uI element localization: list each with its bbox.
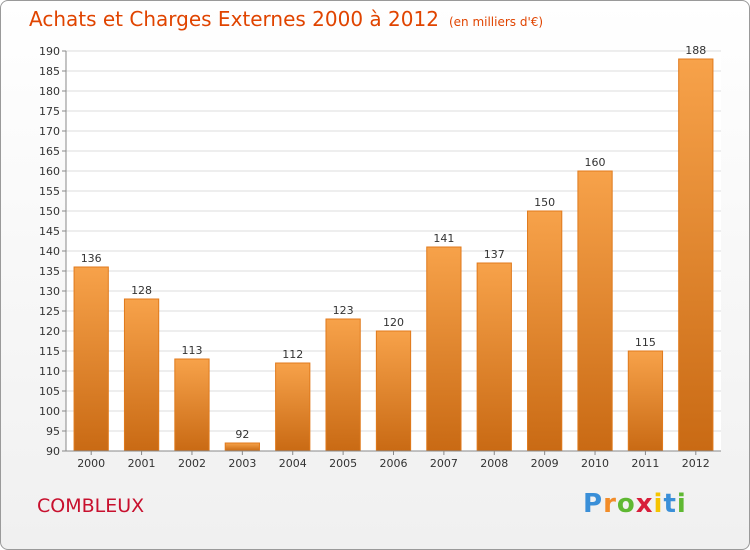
logo-letter: i bbox=[653, 489, 664, 519]
bar-value-label: 120 bbox=[383, 316, 404, 329]
y-axis: 90 95 100 105 110 115 120 125 130 135 140 145 150 155… bbox=[39, 45, 67, 458]
bars: 136 128 113 92 112 123 120 141 137 150 160 115 188 bbox=[73, 44, 714, 452]
x-tick-label: 2001 bbox=[128, 457, 156, 470]
bar bbox=[426, 246, 462, 452]
x-tick-label: 2000 bbox=[77, 457, 105, 470]
bar bbox=[476, 262, 512, 452]
location-label: COMBLEUX bbox=[37, 495, 145, 517]
y-tick-label: 160 bbox=[39, 165, 60, 178]
bar bbox=[527, 210, 563, 452]
x-tick-label: 2007 bbox=[430, 457, 458, 470]
bar-value-label: 136 bbox=[81, 252, 102, 265]
bar bbox=[325, 318, 361, 452]
y-tick-label: 90 bbox=[46, 445, 60, 458]
logo-letter: o bbox=[616, 489, 636, 519]
chart-title: Achats et Charges Externes 2000 à 2012 (e… bbox=[29, 7, 543, 31]
bar-value-label: 123 bbox=[333, 304, 354, 317]
y-tick-label: 110 bbox=[39, 365, 60, 378]
logo-letter: P bbox=[583, 489, 604, 519]
y-tick-label: 115 bbox=[39, 345, 60, 358]
logo-letter: i bbox=[676, 489, 687, 519]
x-tick-label: 2009 bbox=[531, 457, 559, 470]
y-tick-label: 175 bbox=[39, 105, 60, 118]
chart-subtitle: (en milliers d'€) bbox=[448, 15, 544, 29]
y-tick-label: 150 bbox=[39, 205, 60, 218]
y-tick-label: 100 bbox=[39, 405, 60, 418]
bar bbox=[275, 362, 311, 452]
y-tick-label: 180 bbox=[39, 85, 60, 98]
x-tick-label: 2002 bbox=[178, 457, 206, 470]
bar-value-label: 150 bbox=[534, 196, 555, 209]
bar bbox=[678, 58, 714, 452]
y-tick-label: 130 bbox=[39, 285, 60, 298]
proxiti-logo: Proxiti bbox=[583, 489, 687, 519]
y-tick-label: 125 bbox=[39, 305, 60, 318]
bar-value-label: 137 bbox=[484, 248, 505, 261]
x-tick-label: 2006 bbox=[380, 457, 408, 470]
y-tick-label: 190 bbox=[39, 45, 60, 58]
logo-letter: t bbox=[663, 489, 677, 519]
y-tick-label: 140 bbox=[39, 245, 60, 258]
x-tick-label: 2012 bbox=[682, 457, 710, 470]
bar bbox=[174, 358, 210, 452]
bar-value-label: 115 bbox=[635, 336, 656, 349]
bar bbox=[123, 298, 160, 452]
y-tick-label: 135 bbox=[39, 265, 60, 278]
bar bbox=[375, 330, 412, 452]
y-tick-label: 165 bbox=[39, 145, 60, 158]
y-tick-label: 95 bbox=[46, 425, 60, 438]
x-axis: 2000 2001 2002 2003 2004 2005 2006 2007 2008 2009… bbox=[66, 450, 721, 470]
title-text: Achats et Charges Externes 2000 à 2012 bbox=[29, 7, 439, 31]
bar-value-label: 188 bbox=[685, 44, 706, 57]
x-tick-label: 2004 bbox=[279, 457, 307, 470]
x-tick-label: 2011 bbox=[631, 457, 659, 470]
logo-letter: r bbox=[603, 489, 617, 519]
bar bbox=[627, 350, 664, 452]
bar bbox=[577, 170, 613, 452]
bar-value-label: 92 bbox=[235, 428, 249, 441]
bar-value-label: 141 bbox=[433, 232, 454, 245]
y-tick-label: 155 bbox=[39, 185, 60, 198]
x-tick-label: 2003 bbox=[228, 457, 256, 470]
y-tick-label: 120 bbox=[39, 325, 60, 338]
y-tick-label: 185 bbox=[39, 65, 60, 78]
bar-value-label: 160 bbox=[585, 156, 606, 169]
bar-value-label: 113 bbox=[181, 344, 202, 357]
logo-letter: x bbox=[635, 489, 654, 519]
bar bbox=[73, 266, 109, 452]
x-tick-label: 2005 bbox=[329, 457, 357, 470]
y-tick-label: 105 bbox=[39, 385, 60, 398]
y-tick-label: 145 bbox=[39, 225, 60, 238]
y-tick-label: 170 bbox=[39, 125, 60, 138]
bar bbox=[224, 442, 260, 452]
bar-value-label: 112 bbox=[282, 348, 303, 361]
x-tick-label: 2010 bbox=[581, 457, 609, 470]
x-tick-label: 2008 bbox=[480, 457, 508, 470]
bar-value-label: 128 bbox=[131, 284, 152, 297]
